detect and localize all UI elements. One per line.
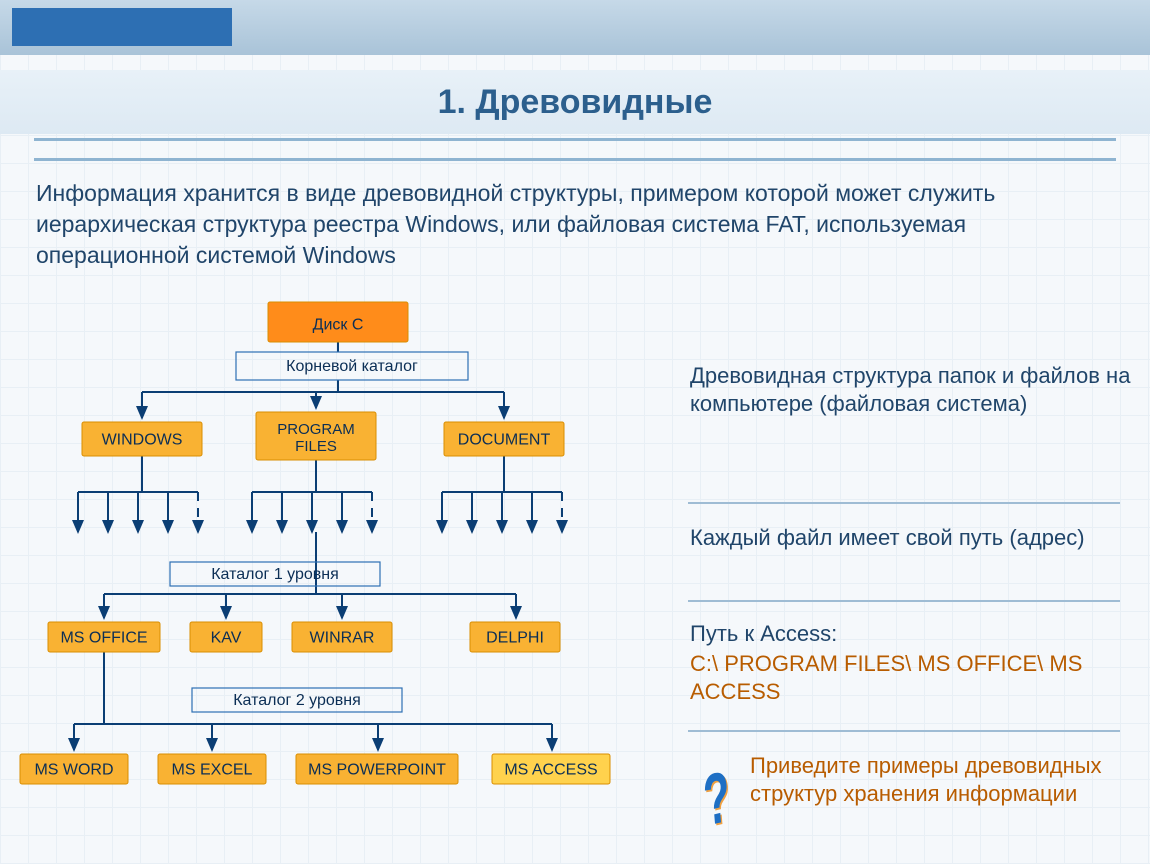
svg-text:MS ACCESS: MS ACCESS — [504, 762, 597, 779]
divider-top — [34, 138, 1116, 141]
side-text-2: Каждый файл имеет свой путь (адрес) — [690, 524, 1132, 552]
svg-text:Каталог 2 уровня: Каталог 2 уровня — [233, 692, 361, 709]
svg-text:Каталог 1 уровня: Каталог 1 уровня — [211, 566, 339, 583]
title-band: 1. Древовидные — [0, 70, 1150, 134]
svg-text:FILES: FILES — [295, 438, 337, 455]
svg-text:WINDOWS: WINDOWS — [102, 432, 183, 449]
top-bar — [0, 0, 1150, 55]
svg-text:MS POWERPOINT: MS POWERPOINT — [308, 762, 446, 779]
side-text-3b: C:\ PROGRAM FILES\ MS OFFICE\ MS ACCESS — [690, 650, 1132, 706]
svg-text:Диск С: Диск С — [313, 317, 364, 334]
side-sep-1 — [688, 502, 1120, 504]
svg-text:PROGRAM: PROGRAM — [277, 421, 355, 438]
side-sep-3 — [688, 730, 1120, 732]
svg-text:DOCUMENT: DOCUMENT — [458, 432, 551, 449]
side-sep-2 — [688, 600, 1120, 602]
side-text-1: Древовидная структура папок и файлов на … — [690, 362, 1132, 418]
side-text-3a: Путь к Access: — [690, 620, 1132, 648]
slide-title: 1. Древовидные — [438, 83, 713, 122]
svg-text:WINRAR: WINRAR — [310, 630, 375, 647]
svg-text:KAV: KAV — [211, 630, 242, 647]
tree-diagram: Корневой каталог Каталог 1 уровня Каталог … — [0, 292, 660, 852]
svg-text:MS WORD: MS WORD — [34, 762, 113, 779]
logo-block — [12, 8, 232, 46]
question-mark-icon: ? — [701, 755, 734, 842]
side-text-4: Приведите примеры древовидных структур х… — [750, 752, 1132, 808]
intro-text: Информация хранится в виде древовидной с… — [36, 178, 1114, 271]
svg-text:MS EXCEL: MS EXCEL — [172, 762, 253, 779]
slide-bg: 1. Древовидные Информация хранится в вид… — [0, 0, 1150, 864]
divider-top2 — [34, 158, 1116, 161]
svg-text:DELPHI: DELPHI — [486, 630, 544, 647]
svg-text:Корневой каталог: Корневой каталог — [286, 358, 418, 375]
body: Информация хранится в виде древовидной с… — [20, 170, 1130, 271]
svg-text:MS OFFICE: MS OFFICE — [60, 630, 147, 647]
